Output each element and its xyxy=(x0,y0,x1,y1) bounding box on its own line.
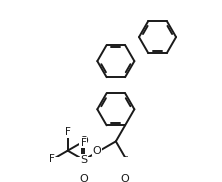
Text: O: O xyxy=(79,136,88,146)
Text: F: F xyxy=(65,127,71,137)
Text: O: O xyxy=(79,174,88,182)
Text: F: F xyxy=(81,138,87,148)
Text: O: O xyxy=(93,146,102,156)
Text: F: F xyxy=(49,154,54,163)
Text: S: S xyxy=(80,155,87,165)
Text: O: O xyxy=(121,174,129,182)
